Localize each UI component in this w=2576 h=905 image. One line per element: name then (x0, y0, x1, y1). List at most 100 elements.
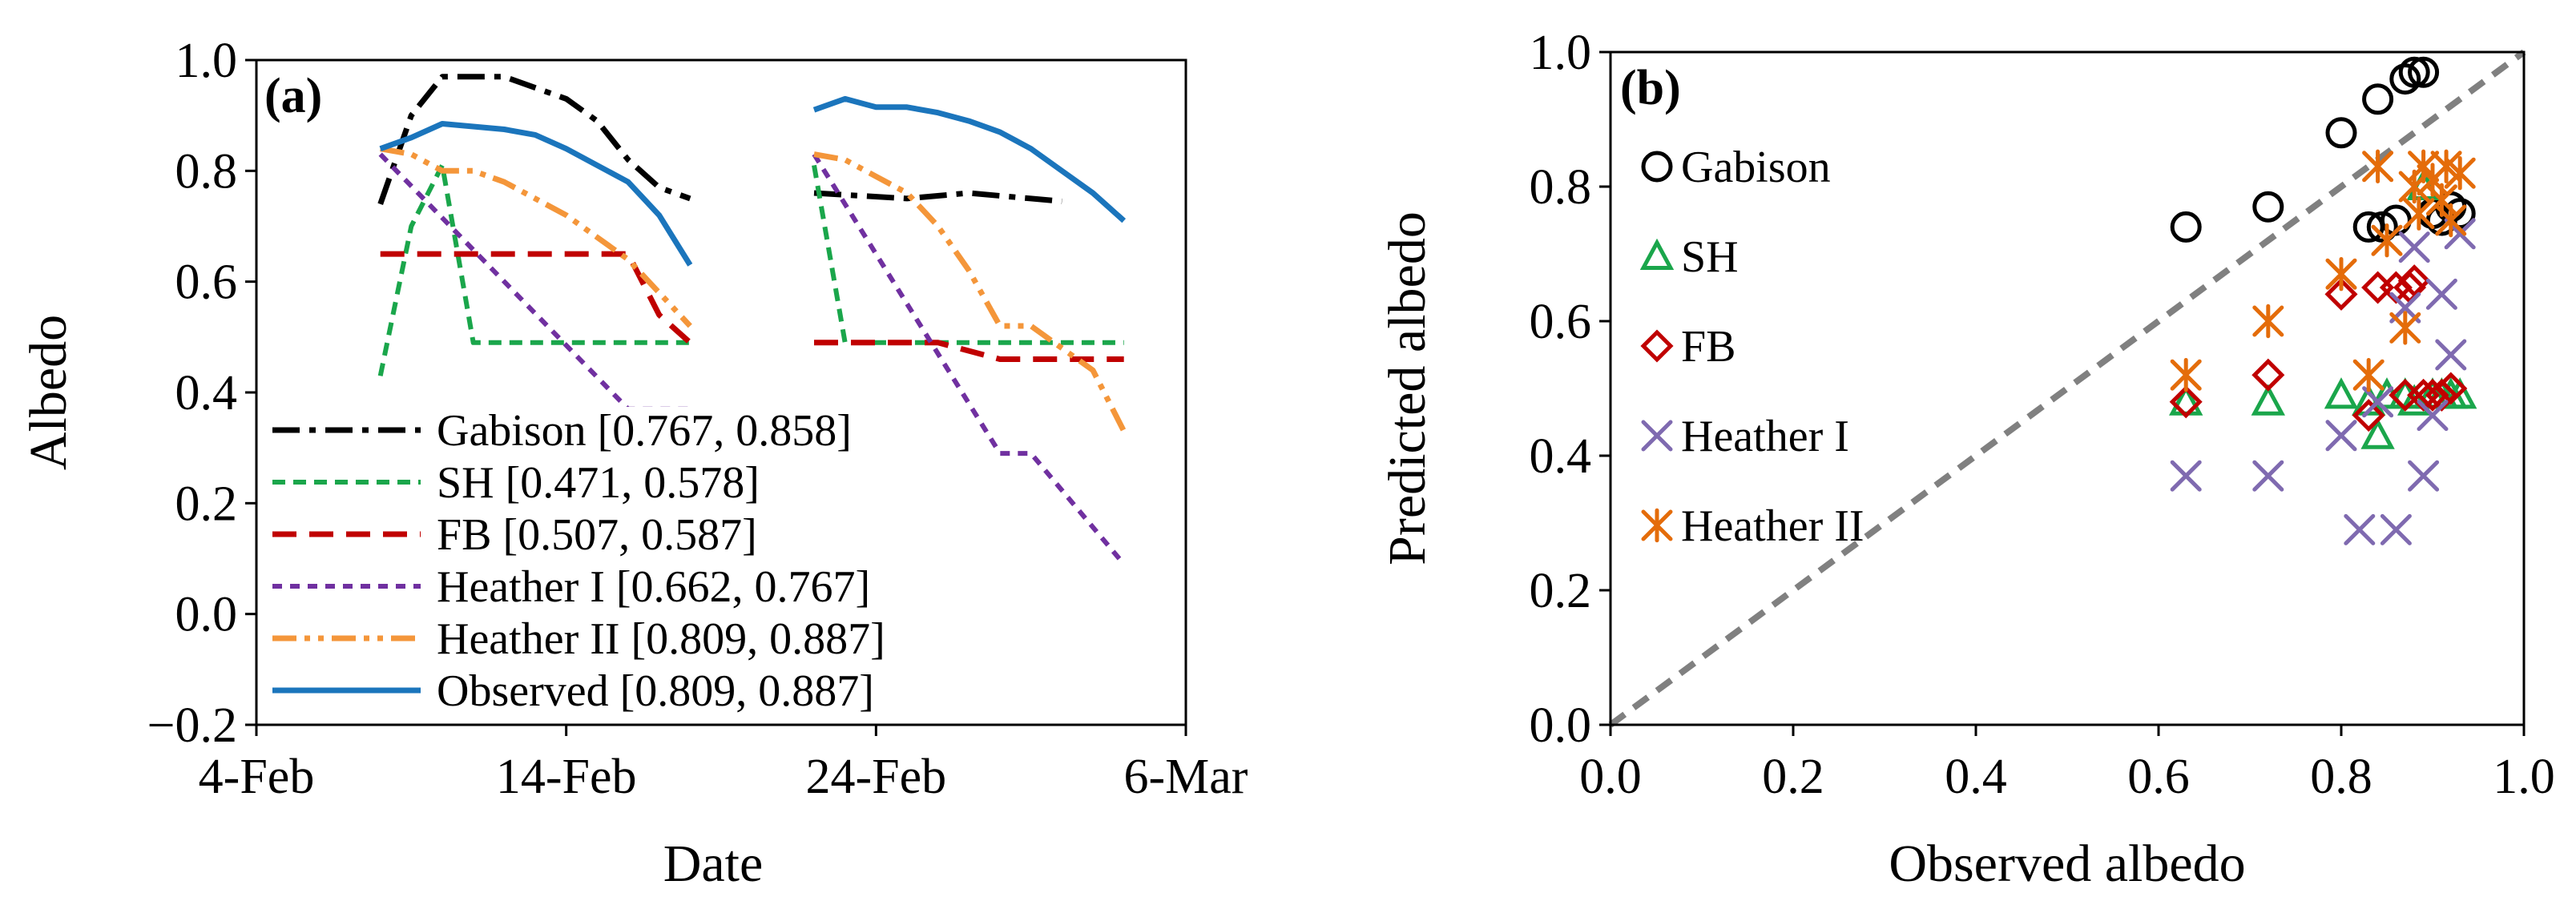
panel-b-ytick-label: 0.4 (1530, 429, 1592, 484)
legend-label-heather-ii: Heather II (1681, 501, 1864, 551)
scatter-point-gabison (2389, 63, 2421, 95)
legend-marker-heather-ii (1641, 508, 1673, 543)
panel-b-ytick-label: 0.8 (1530, 160, 1592, 215)
series-line-gabison (377, 74, 691, 205)
scatter-point-heather-ii (2352, 358, 2385, 392)
panel-b-xtick-label: 0.8 (2310, 750, 2372, 804)
panel-a-ytick-label: 0.2 (175, 477, 238, 531)
panel-a-x-ticks: 4-Feb 14-Feb 24-Feb 6-Mar (199, 725, 1248, 804)
panel-b-label: (b) (1620, 61, 1681, 115)
scatter-point-heather-ii (2170, 358, 2202, 392)
scatter-point-heather-ii (2403, 196, 2435, 231)
scatter-point-fb (2397, 264, 2431, 298)
scatter-point-gabison (2408, 56, 2440, 88)
panel-b-xtick-label: 0.6 (2127, 750, 2190, 804)
panel-a-y-ticks: −0.2 0.0 0.2 0.4 0.6 0.8 1.0 (147, 34, 256, 753)
scatter-point-heather-i (2170, 460, 2202, 492)
scatter-point-gabison (2362, 83, 2394, 115)
legend-label-fb: FB [0.507, 0.587] (437, 510, 757, 560)
series-line-fb (814, 340, 1124, 362)
legend-label-heather-i: Heather I (1681, 412, 1849, 461)
panel-a-ytick-label: 0.6 (175, 255, 238, 310)
scatter-point-gabison (2398, 56, 2430, 88)
scatter-point-fb (2169, 385, 2203, 419)
scatter-point-heather-i (2380, 513, 2412, 545)
scatter-point-heather-i (2435, 339, 2467, 371)
scatter-point-heather-i (2408, 460, 2440, 492)
legend-label-gabison: Gabison [0.767, 0.858] (437, 406, 852, 456)
series-line-observed (812, 95, 1127, 223)
panel-b-ytick-label: 1.0 (1530, 26, 1592, 80)
scatter-point-sh (2324, 377, 2359, 409)
scatter-point-heather-ii (2325, 257, 2357, 292)
panel-a-ytick-label: 0.8 (175, 144, 238, 199)
legend-marker-sh (1639, 238, 1675, 270)
scatter-point-fb (2251, 358, 2285, 392)
series-line-heather-ii (380, 146, 692, 328)
panel-a-legend-background (264, 407, 970, 719)
scatter-point-sh (2360, 417, 2395, 449)
scatter-point-heather-ii (2435, 203, 2467, 238)
legend-marker-gabison (1641, 151, 1673, 183)
panel-b-xlabel: Observed albedo (1889, 835, 2245, 893)
legend-label-fb: FB (1681, 322, 1736, 372)
scatter-point-gabison (2252, 191, 2284, 223)
scatter-point-heather-ii (2252, 304, 2284, 339)
legend-label-gabison: Gabison (1681, 143, 1831, 192)
panel-b-ytick-label: 0.2 (1530, 564, 1592, 618)
panel-a-xlabel: Date (663, 835, 764, 893)
legend-marker-heather-i (1641, 420, 1673, 452)
legend-label-heather-ii: Heather II [0.809, 0.887] (437, 614, 885, 664)
legend-label-sh: SH (1681, 232, 1739, 282)
panel-a-ytick-label: 1.0 (175, 34, 238, 88)
panel-b-ytick-label: 0.0 (1530, 698, 1592, 753)
scatter-point-heather-ii (2371, 223, 2403, 258)
scatter-point-heather-i (2425, 278, 2457, 310)
scatter-point-heather-ii (2389, 311, 2421, 345)
legend-label-sh: SH [0.471, 0.578] (437, 458, 760, 508)
panel-a-legend: Gabison [0.767, 0.858]SH [0.471, 0.578]F… (272, 406, 885, 716)
scatter-point-fb (2361, 271, 2395, 304)
scatter-point-heather-i (2252, 460, 2284, 492)
series-line-gabison (813, 190, 1062, 204)
scatter-point-sh (2251, 384, 2285, 416)
one-to-one-line (1608, 49, 2526, 728)
panel-b-legend: Gabison SH FB Heather I Heather II (1639, 143, 1864, 551)
series-line-sh (812, 164, 1124, 345)
series-line-heather-ii (813, 151, 1127, 432)
legend-label-heather-i: Heather I [0.662, 0.767] (437, 562, 870, 612)
panel-b-xtick-label: 0.2 (1762, 750, 1824, 804)
scatter-point-heather-i (2325, 420, 2357, 452)
panel-b-points-layer (2169, 56, 2477, 545)
scatter-point-fb (2434, 372, 2468, 405)
panel-a-xtick-label: 6-Mar (1124, 750, 1248, 804)
panel-a-xtick-label: 14-Feb (496, 750, 637, 804)
panel-b-plot-frame (1609, 50, 2526, 726)
scatter-point-fb (2324, 277, 2358, 311)
scatter-point-sh (2169, 384, 2203, 416)
panel-b-y-ticks: 0.0 0.2 0.4 0.6 0.8 1.0 (1530, 26, 1611, 753)
scatter-point-heather-ii (2444, 156, 2476, 191)
legend-marker-fb (1640, 329, 1674, 363)
panel-b: 0.0 0.2 0.4 0.6 0.8 1.0 0.0 0.2 0.4 0.6 0.8 1.0 (b… (1378, 26, 2555, 893)
legend-label-observed: Observed [0.809, 0.887] (437, 666, 874, 716)
panel-b-ylabel: Predicted albedo (1378, 211, 1437, 565)
panel-b-xtick-label: 1.0 (2493, 750, 2555, 804)
panel-b-ytick-label: 0.6 (1530, 295, 1592, 349)
panel-a-label: (a) (264, 69, 322, 123)
panel-b-x-ticks: 0.0 0.2 0.4 0.6 0.8 1.0 (1579, 725, 2555, 804)
panel-a-xtick-label: 24-Feb (806, 750, 947, 804)
panel-a-ytick-label: 0.0 (175, 588, 238, 642)
panel-b-xtick-label: 0.4 (1945, 750, 2007, 804)
scatter-point-gabison (2170, 211, 2202, 243)
panel-a-ytick-label: −0.2 (147, 698, 237, 753)
panel-a: −0.2 0.0 0.2 0.4 0.6 0.8 1.0 4-Feb 14-Feb 24-Feb… (19, 34, 1248, 893)
panel-b-xtick-label: 0.0 (1579, 750, 1642, 804)
scatter-point-heather-i (2417, 400, 2449, 432)
series-line-fb (380, 251, 692, 345)
scatter-point-heather-i (2398, 231, 2430, 263)
series-line-observed (379, 121, 693, 267)
scatter-point-fb (2352, 399, 2385, 432)
panel-a-xtick-label: 4-Feb (199, 750, 315, 804)
